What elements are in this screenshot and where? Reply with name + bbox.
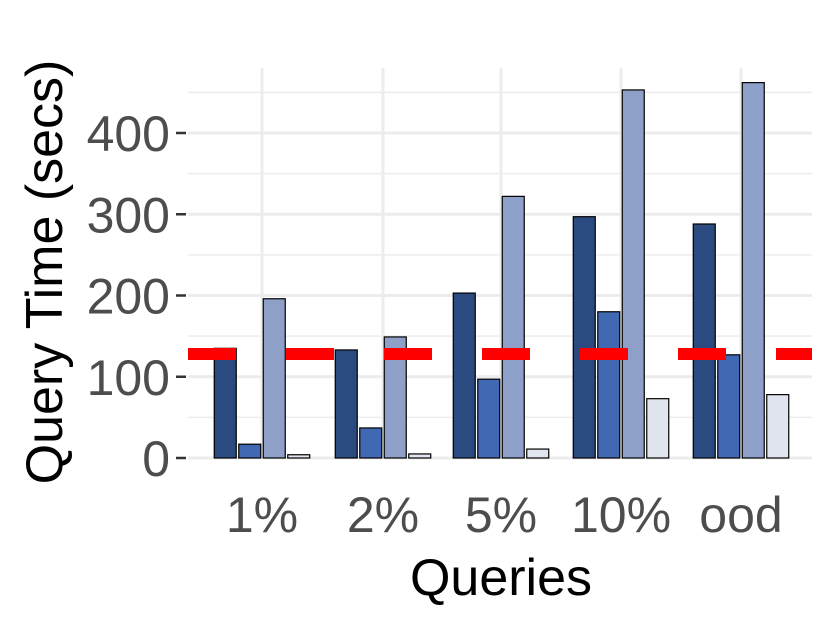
x-tick-label: 10%	[571, 487, 671, 543]
x-tick-label: 5%	[465, 487, 537, 543]
bar-2pct-s1	[334, 349, 358, 459]
y-axis-title: Query Time (secs)	[16, 60, 74, 485]
x-tick-label: 1%	[226, 487, 298, 543]
bar-5pct-s1	[452, 292, 476, 459]
bar-ood-s4	[766, 394, 790, 459]
x-tick-label: ood	[699, 487, 782, 543]
y-tick-label: 100	[87, 350, 170, 406]
bar-1pct-s3	[262, 298, 286, 459]
bar-1pct-s4	[287, 454, 311, 459]
y-tick-label: 200	[87, 269, 170, 325]
bar-2pct-s2	[359, 427, 383, 459]
bar-ood-s3	[741, 82, 765, 459]
axes: 0 100 200 300 400 1% 2% 5% 10% ood	[87, 106, 783, 543]
bar-5pct-s4	[526, 448, 550, 459]
bar-1pct-s2	[238, 443, 262, 459]
bar-5pct-s3	[501, 195, 525, 459]
y-tick-label: 300	[87, 187, 170, 243]
bar-10pct-s2	[597, 311, 621, 459]
bar-10pct-s4	[646, 398, 670, 459]
bar-10pct-s1	[572, 216, 596, 459]
y-tick-label: 400	[87, 106, 170, 162]
bar-2pct-s4	[408, 453, 432, 459]
bar-5pct-s2	[477, 378, 501, 459]
bar-10pct-s3	[621, 89, 645, 459]
bar-ood-s1	[692, 223, 716, 459]
y-tick-label: 0	[142, 431, 170, 487]
x-tick-label: 2%	[347, 487, 419, 543]
x-axis-title: Queries	[410, 549, 592, 607]
bar-2pct-s3	[383, 336, 407, 459]
bar-ood-s2	[717, 354, 741, 459]
bar-1pct-s1	[213, 347, 237, 459]
